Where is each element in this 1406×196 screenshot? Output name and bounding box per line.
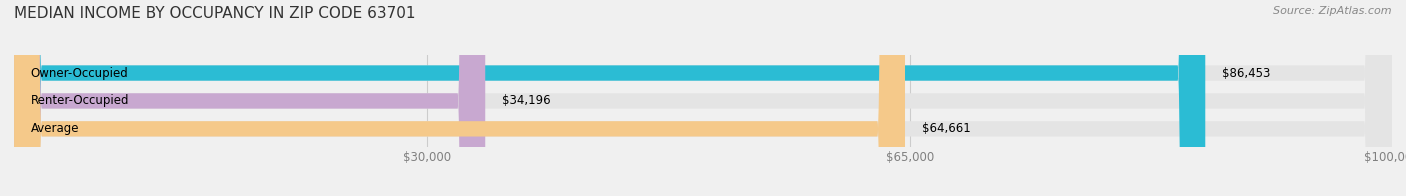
Text: $64,661: $64,661: [921, 122, 970, 135]
Text: Owner-Occupied: Owner-Occupied: [31, 66, 128, 80]
FancyBboxPatch shape: [14, 0, 1392, 196]
Text: $34,196: $34,196: [502, 94, 550, 107]
Text: Source: ZipAtlas.com: Source: ZipAtlas.com: [1274, 6, 1392, 16]
FancyBboxPatch shape: [14, 0, 1205, 196]
Text: MEDIAN INCOME BY OCCUPANCY IN ZIP CODE 63701: MEDIAN INCOME BY OCCUPANCY IN ZIP CODE 6…: [14, 6, 416, 21]
Text: Average: Average: [31, 122, 79, 135]
Text: Renter-Occupied: Renter-Occupied: [31, 94, 129, 107]
FancyBboxPatch shape: [14, 0, 905, 196]
Text: $86,453: $86,453: [1222, 66, 1270, 80]
FancyBboxPatch shape: [14, 0, 1392, 196]
FancyBboxPatch shape: [14, 0, 1392, 196]
FancyBboxPatch shape: [14, 0, 485, 196]
